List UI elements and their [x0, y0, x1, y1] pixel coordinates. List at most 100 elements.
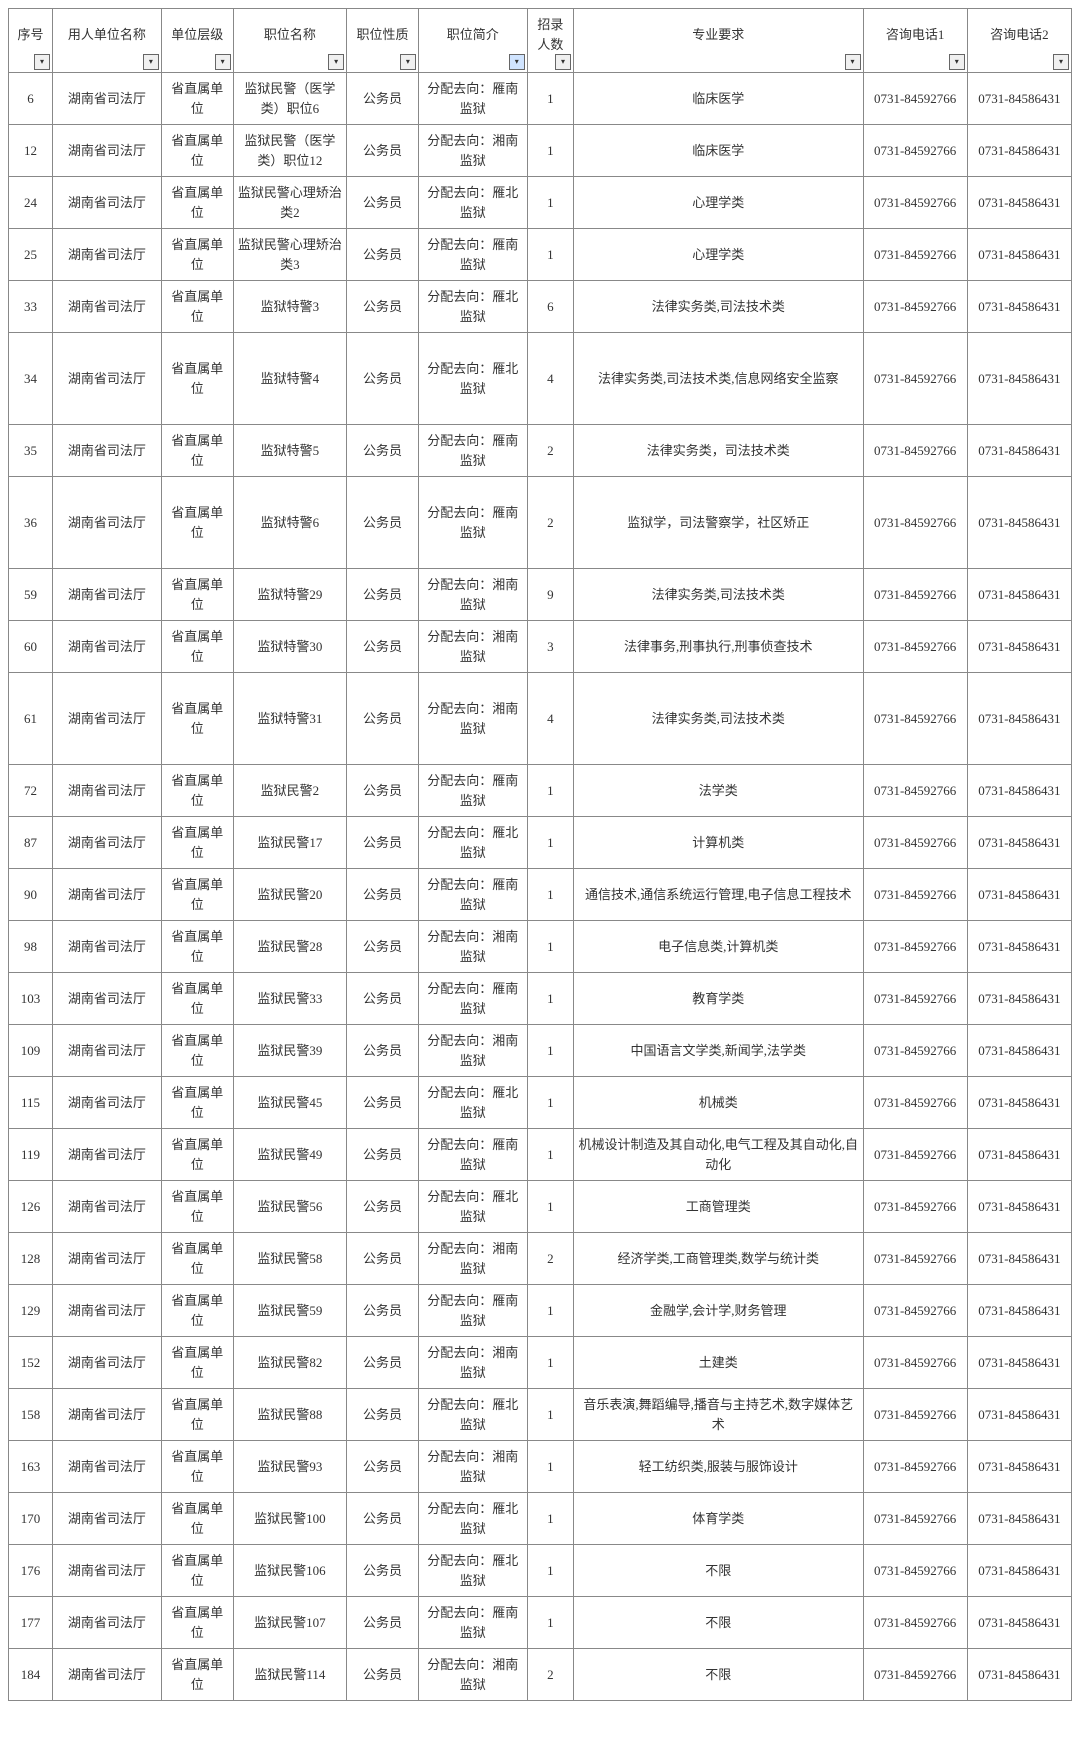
- cell-major: 通信技术,通信系统运行管理,电子信息工程技术: [574, 869, 863, 921]
- table-row: 98湖南省司法厅省直属单位监狱民警28公务员分配去向：湘南监狱1电子信息类,计算…: [9, 921, 1072, 973]
- cell-nature: 公务员: [347, 1441, 419, 1493]
- cell-major: 经济学类,工商管理类,数学与统计类: [574, 1233, 863, 1285]
- cell-major: 法律实务类，司法技术类: [574, 425, 863, 477]
- cell-desc: 分配去向：雁南监狱: [418, 765, 527, 817]
- cell-level: 省直属单位: [161, 1493, 233, 1545]
- cell-major: 法学类: [574, 765, 863, 817]
- cell-seq: 90: [9, 869, 53, 921]
- cell-level: 省直属单位: [161, 1233, 233, 1285]
- cell-tel1: 0731-84592766: [863, 229, 967, 281]
- cell-seq: 176: [9, 1545, 53, 1597]
- cell-num: 1: [527, 1077, 573, 1129]
- cell-tel2: 0731-84586431: [967, 125, 1071, 177]
- cell-num: 1: [527, 869, 573, 921]
- cell-post: 监狱民警58: [233, 1233, 346, 1285]
- cell-seq: 36: [9, 477, 53, 569]
- cell-nature: 公务员: [347, 177, 419, 229]
- table-row: 33湖南省司法厅省直属单位监狱特警3公务员分配去向：雁北监狱6法律实务类,司法技…: [9, 281, 1072, 333]
- column-header-6[interactable]: 招录人数▾: [527, 9, 573, 73]
- cell-major: 计算机类: [574, 817, 863, 869]
- cell-seq: 87: [9, 817, 53, 869]
- filter-dropdown-icon[interactable]: ▾: [509, 54, 525, 70]
- cell-tel2: 0731-84586431: [967, 177, 1071, 229]
- cell-desc: 分配去向：湘南监狱: [418, 125, 527, 177]
- cell-tel2: 0731-84586431: [967, 1077, 1071, 1129]
- cell-post: 监狱特警5: [233, 425, 346, 477]
- cell-level: 省直属单位: [161, 1597, 233, 1649]
- cell-post: 监狱民警17: [233, 817, 346, 869]
- cell-post: 监狱特警31: [233, 673, 346, 765]
- cell-nature: 公务员: [347, 1181, 419, 1233]
- cell-nature: 公务员: [347, 973, 419, 1025]
- cell-org: 湖南省司法厅: [53, 1181, 162, 1233]
- column-header-7[interactable]: 专业要求▾: [574, 9, 863, 73]
- cell-desc: 分配去向：雁南监狱: [418, 73, 527, 125]
- cell-seq: 6: [9, 73, 53, 125]
- filter-dropdown-icon[interactable]: ▾: [215, 54, 231, 70]
- filter-dropdown-icon[interactable]: ▾: [1053, 54, 1069, 70]
- filter-dropdown-icon[interactable]: ▾: [34, 54, 50, 70]
- cell-num: 1: [527, 1389, 573, 1441]
- column-header-3[interactable]: 职位名称 ▾: [233, 9, 346, 73]
- filter-dropdown-icon[interactable]: ▾: [400, 54, 416, 70]
- filter-dropdown-icon[interactable]: ▾: [555, 54, 571, 70]
- column-header-9[interactable]: 咨询电话2 ▾: [967, 9, 1071, 73]
- cell-post: 监狱民警49: [233, 1129, 346, 1181]
- filter-dropdown-icon[interactable]: ▾: [328, 54, 344, 70]
- cell-tel1: 0731-84592766: [863, 73, 967, 125]
- cell-desc: 分配去向：雁北监狱: [418, 817, 527, 869]
- cell-nature: 公务员: [347, 1025, 419, 1077]
- cell-tel2: 0731-84586431: [967, 229, 1071, 281]
- cell-post: 监狱民警心理矫治类3: [233, 229, 346, 281]
- cell-desc: 分配去向：雁北监狱: [418, 1389, 527, 1441]
- column-header-4[interactable]: 职位性质▾: [347, 9, 419, 73]
- cell-tel2: 0731-84586431: [967, 1129, 1071, 1181]
- cell-num: 2: [527, 477, 573, 569]
- cell-major: 法律实务类,司法技术类: [574, 673, 863, 765]
- cell-post: 监狱民警59: [233, 1285, 346, 1337]
- cell-seq: 61: [9, 673, 53, 765]
- cell-org: 湖南省司法厅: [53, 1389, 162, 1441]
- column-label: 用人单位名称: [68, 27, 146, 42]
- column-label: 职位简介: [447, 27, 499, 42]
- cell-tel1: 0731-84592766: [863, 1545, 967, 1597]
- cell-post: 监狱民警88: [233, 1389, 346, 1441]
- column-header-8[interactable]: 咨询电话1▾: [863, 9, 967, 73]
- cell-num: 1: [527, 229, 573, 281]
- column-header-1[interactable]: 用人单位名称 ▾: [53, 9, 162, 73]
- cell-tel1: 0731-84592766: [863, 333, 967, 425]
- cell-post: 监狱特警29: [233, 569, 346, 621]
- cell-level: 省直属单位: [161, 1545, 233, 1597]
- cell-level: 省直属单位: [161, 1129, 233, 1181]
- cell-org: 湖南省司法厅: [53, 673, 162, 765]
- filter-dropdown-icon[interactable]: ▾: [845, 54, 861, 70]
- filter-dropdown-icon[interactable]: ▾: [143, 54, 159, 70]
- cell-num: 3: [527, 621, 573, 673]
- cell-num: 1: [527, 1025, 573, 1077]
- cell-major: 机械类: [574, 1077, 863, 1129]
- column-label: 职位名称: [264, 27, 316, 42]
- cell-tel2: 0731-84586431: [967, 1493, 1071, 1545]
- cell-tel2: 0731-84586431: [967, 1441, 1071, 1493]
- cell-desc: 分配去向：雁北监狱: [418, 1181, 527, 1233]
- cell-tel2: 0731-84586431: [967, 477, 1071, 569]
- cell-tel2: 0731-84586431: [967, 1233, 1071, 1285]
- cell-org: 湖南省司法厅: [53, 229, 162, 281]
- cell-major: 监狱学，司法警察学，社区矫正: [574, 477, 863, 569]
- column-label: 咨询电话2: [990, 27, 1049, 42]
- column-header-0[interactable]: 序号▾: [9, 9, 53, 73]
- table-row: 119湖南省司法厅省直属单位监狱民警49公务员分配去向：雁南监狱1机械设计制造及…: [9, 1129, 1072, 1181]
- table-row: 24湖南省司法厅省直属单位监狱民警心理矫治类2公务员分配去向：雁北监狱1心理学类…: [9, 177, 1072, 229]
- filter-dropdown-icon[interactable]: ▾: [949, 54, 965, 70]
- cell-org: 湖南省司法厅: [53, 621, 162, 673]
- cell-tel1: 0731-84592766: [863, 1337, 967, 1389]
- cell-level: 省直属单位: [161, 765, 233, 817]
- cell-seq: 12: [9, 125, 53, 177]
- cell-major: 机械设计制造及其自动化,电气工程及其自动化,自动化: [574, 1129, 863, 1181]
- cell-major: 体育学类: [574, 1493, 863, 1545]
- column-header-5[interactable]: 职位简介 ▾: [418, 9, 527, 73]
- column-header-2[interactable]: 单位层级▾: [161, 9, 233, 73]
- cell-num: 2: [527, 1649, 573, 1701]
- cell-org: 湖南省司法厅: [53, 1493, 162, 1545]
- cell-level: 省直属单位: [161, 281, 233, 333]
